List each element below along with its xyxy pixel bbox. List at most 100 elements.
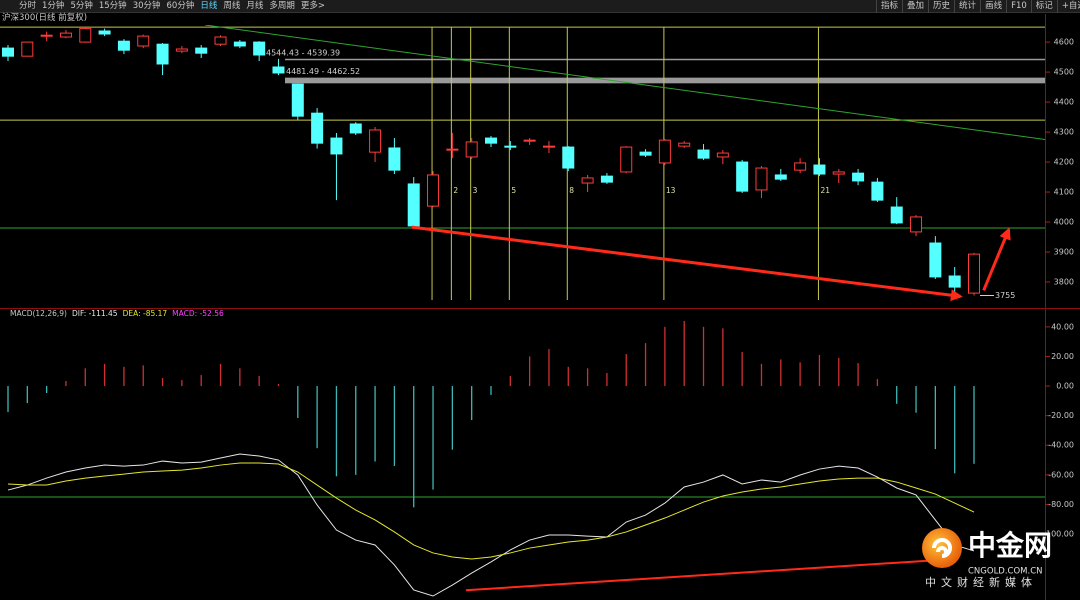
- candle-body: [407, 183, 420, 227]
- y-tick-label: -40.00: [1048, 441, 1074, 450]
- candle-body: [291, 83, 304, 117]
- y-tick-label: 40.00: [1051, 322, 1074, 331]
- y-tick-label: -100.00: [1043, 530, 1074, 539]
- candle-body: [2, 47, 14, 57]
- logo-swirl: [932, 538, 952, 558]
- candle-body: [195, 47, 208, 54]
- candle-body: [388, 147, 401, 171]
- macd-legend: MACD(12,26,9) DIF: -111.45 DEA: -85.17 MACD…: [10, 309, 224, 318]
- macd-line: [7, 462, 975, 560]
- candle-body: [581, 177, 594, 184]
- gap-label: 4544.43 - 4539.39: [266, 48, 340, 57]
- macd-line: [7, 453, 975, 597]
- candle-body: [716, 152, 729, 158]
- candle-body: [272, 66, 285, 74]
- period-tab[interactable]: 60分钟: [166, 0, 195, 11]
- candle-body: [562, 146, 575, 169]
- candle-body: [233, 41, 246, 47]
- candle-body: [697, 149, 710, 159]
- y-tick-label: 3800: [1054, 278, 1074, 287]
- candle-body: [98, 30, 111, 35]
- candle-body: [504, 145, 517, 148]
- candle-body: [755, 167, 768, 191]
- legend-entry: DIF: -111.45: [72, 309, 118, 318]
- gap-band: [285, 58, 1045, 61]
- candle-body: [794, 162, 807, 171]
- candle-body: [678, 142, 691, 147]
- candle-body: [736, 161, 749, 192]
- candle-body: [542, 145, 555, 148]
- tool-button[interactable]: 指标: [876, 0, 902, 13]
- candle-body: [639, 151, 652, 156]
- candle-body: [485, 137, 497, 144]
- tool-button[interactable]: 画线: [980, 0, 1006, 13]
- tool-button[interactable]: 叠加: [902, 0, 928, 13]
- period-tab[interactable]: 分时: [19, 0, 37, 11]
- period-tab[interactable]: 更多>: [300, 0, 326, 11]
- tool-button[interactable]: 统计: [954, 0, 980, 13]
- candle-body: [871, 181, 884, 201]
- y-tick-label: 20.00: [1051, 352, 1074, 361]
- period-tab[interactable]: 周线: [223, 0, 241, 11]
- period-tab[interactable]: 多周期: [269, 0, 295, 11]
- candle-body: [948, 275, 961, 288]
- fibonacci-label: 21: [820, 186, 830, 195]
- period-tabs: 分时 1分钟 5分钟 15分钟 30分钟 60分钟 日线 周线 月线 多周期 更多>: [0, 0, 328, 13]
- period-tab[interactable]: 15分钟: [98, 0, 127, 11]
- low-label: 3755: [995, 291, 1015, 300]
- y-tick-label: 4300: [1054, 128, 1074, 137]
- trend-line: [465, 558, 942, 592]
- candle-body: [427, 174, 440, 207]
- tool-button[interactable]: 标记: [1030, 0, 1057, 13]
- candle-body: [175, 48, 188, 52]
- candle-body: [79, 28, 92, 43]
- y-tick-label: 4600: [1054, 38, 1074, 47]
- logo-text: 中金网: [968, 529, 1052, 562]
- period-tab[interactable]: 1分钟: [42, 0, 65, 11]
- fibonacci-label: 5: [511, 186, 516, 195]
- y-tick-label: -60.00: [1048, 470, 1074, 479]
- candle-body: [890, 206, 903, 224]
- candle-body: [465, 141, 478, 158]
- fibonacci-label: 8: [569, 186, 574, 195]
- period-tab[interactable]: 月线: [246, 0, 264, 11]
- candle-body: [311, 112, 324, 144]
- period-tab[interactable]: 日线: [200, 0, 218, 11]
- macd-panel: [0, 320, 1045, 597]
- period-tab[interactable]: 30分钟: [132, 0, 161, 11]
- y-tick-label: 4200: [1054, 158, 1074, 167]
- candle-body: [214, 36, 227, 45]
- trend-line: [204, 25, 1045, 140]
- period-tab[interactable]: 5分钟: [70, 0, 93, 11]
- candle-body: [852, 172, 865, 182]
- legend-entry: MACD: -52.56: [172, 309, 224, 318]
- y-tick-label: 0.00: [1056, 382, 1074, 391]
- candle-body: [40, 34, 53, 37]
- legend-entry: DEA: -85.17: [123, 309, 168, 318]
- candle-body: [156, 43, 169, 65]
- gap-label: 4481.49 - 4462.52: [286, 67, 360, 76]
- axes: 3800 3900 4000 4100 4200 4300 4400 4500 4600 40.0…: [1043, 38, 1074, 539]
- candle-body: [600, 175, 613, 183]
- candle-body: [330, 137, 343, 155]
- y-tick-label: -80.00: [1048, 500, 1074, 509]
- trend-line: [982, 227, 1011, 291]
- y-tick-label: 3900: [1054, 248, 1074, 257]
- watermark: 中金网 CNGOLD.COM.CN 中文财经新媒体: [922, 528, 1052, 589]
- y-tick-label: 4500: [1054, 68, 1074, 77]
- tool-button[interactable]: +自选: [1056, 0, 1080, 13]
- y-tick-label: 4100: [1054, 188, 1074, 197]
- candle-body: [137, 35, 150, 47]
- toolbar: 分时 1分钟 5分钟 15分钟 30分钟 60分钟 日线 周线 月线 多周期 更多> 指标 叠加 历史统…: [0, 0, 1080, 13]
- logo-site: CNGOLD.COM.CN: [968, 567, 1043, 577]
- candle-body: [968, 253, 980, 294]
- tool-button[interactable]: F10: [1006, 0, 1031, 13]
- candle-body: [21, 41, 34, 57]
- fibonacci-label: 13: [666, 186, 676, 195]
- candle-body: [910, 216, 923, 233]
- candle-body: [620, 146, 633, 173]
- y-tick-label: 4000: [1054, 218, 1074, 227]
- y-tick-label: -20.00: [1048, 411, 1074, 420]
- tool-button[interactable]: 历史: [928, 0, 954, 13]
